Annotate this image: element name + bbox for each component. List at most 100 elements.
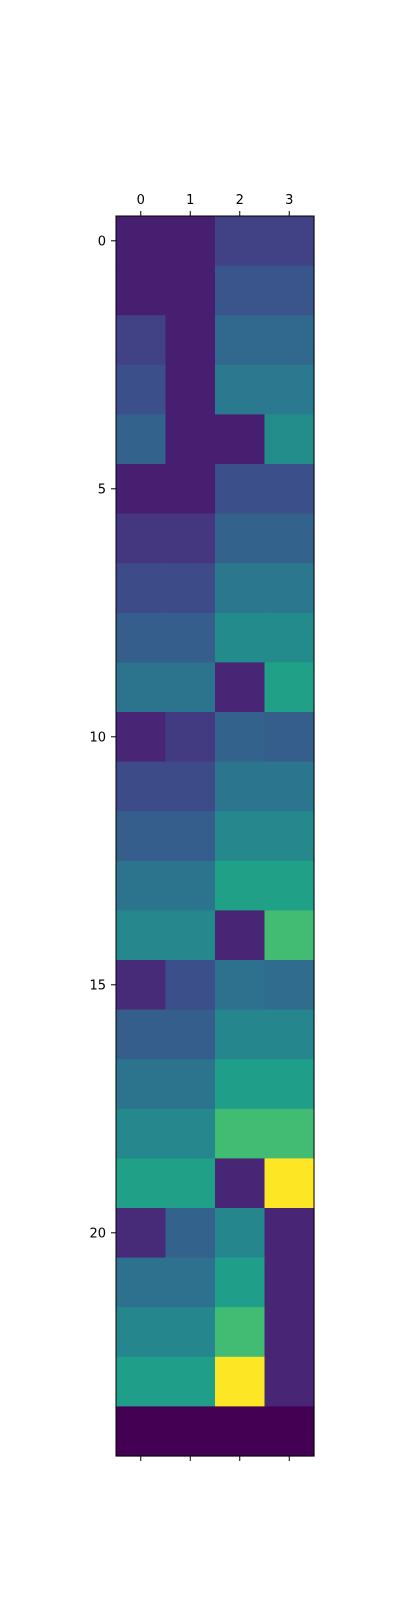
heatmap-cell-r3-c1	[165, 364, 216, 415]
heatmap-cell-r5-c1	[165, 464, 216, 515]
heatmap-cell-r2-c0	[116, 315, 167, 366]
heatmap-cell-r23-c1	[165, 1356, 216, 1407]
heatmap-cell-r18-c3	[264, 1108, 315, 1159]
y-tick-label-15: 15	[89, 978, 106, 993]
heatmap-cell-r24-c3	[264, 1406, 315, 1457]
heatmap-cell-r9-c1	[165, 662, 216, 713]
heatmap-cell-r17-c3	[264, 1059, 315, 1110]
heatmap-cell-r19-c3	[264, 1158, 315, 1209]
heatmap-cell-r4-c3	[264, 414, 315, 465]
heatmap-cell-r7-c1	[165, 563, 216, 614]
heatmap-cell-r3-c3	[264, 364, 315, 415]
heatmap-cell-r10-c2	[215, 712, 266, 763]
heatmap-cell-r9-c2	[215, 662, 266, 713]
heatmap-cell-r5-c3	[264, 464, 315, 515]
y-tick-label-10: 10	[89, 730, 106, 745]
heatmap-cell-r22-c3	[264, 1307, 315, 1358]
x-tick-label-1: 1	[186, 193, 194, 208]
heatmap-cell-r11-c2	[215, 761, 266, 812]
heatmap-cell-r9-c3	[264, 662, 315, 713]
heatmap-cell-r19-c0	[116, 1158, 167, 1209]
heatmap-cell-r20-c2	[215, 1208, 266, 1259]
heatmap-cell-r0-c0	[116, 216, 167, 267]
y-tick-label-0: 0	[98, 234, 106, 249]
heatmap-cell-r18-c1	[165, 1108, 216, 1159]
heatmap-cell-r0-c2	[215, 216, 266, 267]
heatmap-cell-r0-c1	[165, 216, 216, 267]
heatmap-cell-r1-c0	[116, 265, 167, 316]
heatmap-cell-r6-c3	[264, 513, 315, 564]
heatmap-cell-r6-c0	[116, 513, 167, 564]
heatmap-cell-r7-c0	[116, 563, 167, 614]
heatmap-cell-r14-c1	[165, 910, 216, 961]
heatmap-cell-r23-c0	[116, 1356, 167, 1407]
heatmap-cell-r23-c3	[264, 1356, 315, 1407]
heatmap-cell-r6-c1	[165, 513, 216, 564]
heatmap-cell-r24-c1	[165, 1406, 216, 1457]
heatmap-cell-r9-c0	[116, 662, 167, 713]
x-tick-label-3: 3	[285, 193, 293, 208]
heatmap-cell-r16-c2	[215, 1009, 266, 1060]
heatmap-cell-r13-c1	[165, 860, 216, 911]
heatmap-cell-r8-c3	[264, 612, 315, 663]
heatmap-cell-r21-c1	[165, 1257, 216, 1308]
heatmap-cell-r15-c2	[215, 960, 266, 1011]
heatmap-cell-r17-c1	[165, 1059, 216, 1110]
heatmap-cell-r14-c2	[215, 910, 266, 961]
heatmap-cell-r11-c0	[116, 761, 167, 812]
heatmap-cell-r20-c3	[264, 1208, 315, 1259]
heatmap-cell-r8-c2	[215, 612, 266, 663]
heatmap-cell-r17-c2	[215, 1059, 266, 1110]
heatmap-cell-r20-c0	[116, 1208, 167, 1259]
heatmap-cell-r18-c2	[215, 1108, 266, 1159]
heatmap-cell-r11-c3	[264, 761, 315, 812]
heatmap-cell-r10-c0	[116, 712, 167, 763]
heatmap-cell-r12-c2	[215, 811, 266, 862]
heatmap-cell-r19-c2	[215, 1158, 266, 1209]
heatmap-cell-r2-c2	[215, 315, 266, 366]
heatmap-cell-r22-c1	[165, 1307, 216, 1358]
heatmap-cell-r22-c2	[215, 1307, 266, 1358]
heatmap-cell-r1-c1	[165, 265, 216, 316]
heatmap-cell-r12-c0	[116, 811, 167, 862]
heatmap-cell-r23-c2	[215, 1356, 266, 1407]
x-tick-label-0: 0	[137, 193, 145, 208]
heatmap-cell-r15-c1	[165, 960, 216, 1011]
heatmap-cell-r15-c3	[264, 960, 315, 1011]
heatmap-cell-r21-c2	[215, 1257, 266, 1308]
heatmap-cell-r0-c3	[264, 216, 315, 267]
heatmap-cell-r7-c2	[215, 563, 266, 614]
heatmap-cell-r4-c1	[165, 414, 216, 465]
heatmap-cell-r10-c1	[165, 712, 216, 763]
heatmap-cell-r12-c1	[165, 811, 216, 862]
heatmap-cell-r1-c2	[215, 265, 266, 316]
heatmap-cell-r20-c1	[165, 1208, 216, 1259]
heatmap-cell-r16-c0	[116, 1009, 167, 1060]
heatmap-cell-r13-c2	[215, 860, 266, 911]
heatmap-cell-r10-c3	[264, 712, 315, 763]
heatmap-cell-r4-c2	[215, 414, 266, 465]
heatmap-cell-r17-c0	[116, 1059, 167, 1110]
heatmap-cell-r5-c2	[215, 464, 266, 515]
heatmap-cell-r21-c3	[264, 1257, 315, 1308]
heatmap-cell-r6-c2	[215, 513, 266, 564]
heatmap-cell-r2-c3	[264, 315, 315, 366]
heatmap-cell-r13-c0	[116, 860, 167, 911]
heatmap-cell-r14-c3	[264, 910, 315, 961]
heatmap-cell-r3-c2	[215, 364, 266, 415]
heatmap-cell-r15-c0	[116, 960, 167, 1011]
heatmap-cell-r16-c3	[264, 1009, 315, 1060]
y-axis-ticks: 0 5 10 15 20	[89, 234, 116, 1241]
x-tick-label-2: 2	[236, 193, 244, 208]
heatmap-cell-r8-c0	[116, 612, 167, 663]
heatmap-cells	[116, 216, 315, 1457]
heatmap-cell-r5-c0	[116, 464, 167, 515]
heatmap-cell-r2-c1	[165, 315, 216, 366]
y-tick-label-20: 20	[89, 1226, 106, 1241]
heatmap-cell-r24-c0	[116, 1406, 167, 1457]
heatmap-cell-r4-c0	[116, 414, 167, 465]
heatmap-cell-r18-c0	[116, 1108, 167, 1159]
heatmap-cell-r1-c3	[264, 265, 315, 316]
y-tick-label-5: 5	[98, 482, 106, 497]
